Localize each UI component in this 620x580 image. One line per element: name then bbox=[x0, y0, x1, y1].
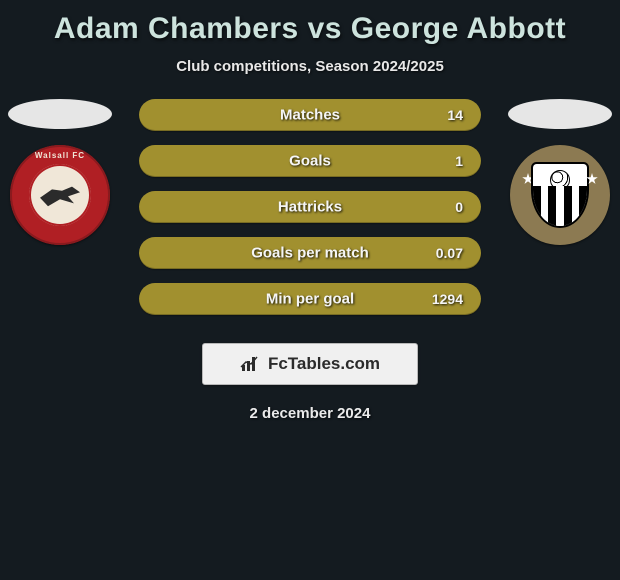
notts-county-badge bbox=[510, 145, 610, 245]
brand-box[interactable]: FcTables.com bbox=[202, 343, 418, 385]
stat-label: Matches bbox=[280, 107, 340, 124]
bar-chart-icon bbox=[240, 355, 262, 373]
comparison-content: Walsall FC Matches 14 Goals 1 Hattricks bbox=[0, 99, 620, 422]
stat-label: Goals bbox=[289, 153, 331, 170]
stat-value: 1294 bbox=[432, 291, 463, 307]
stat-bar-matches: Matches 14 bbox=[139, 99, 481, 131]
player-photo-placeholder-right bbox=[508, 99, 612, 129]
stat-bar-goals-per-match: Goals per match 0.07 bbox=[139, 237, 481, 269]
stat-bar-hattricks: Hattricks 0 bbox=[139, 191, 481, 223]
stat-value: 0.07 bbox=[436, 245, 463, 261]
stats-bars: Matches 14 Goals 1 Hattricks 0 Goals per… bbox=[139, 99, 481, 315]
stat-label: Goals per match bbox=[251, 245, 369, 262]
stat-value: 14 bbox=[447, 107, 463, 123]
club-badge-right bbox=[510, 145, 610, 245]
walsall-badge: Walsall FC bbox=[10, 145, 110, 245]
subtitle: Club competitions, Season 2024/2025 bbox=[0, 58, 620, 75]
stat-bar-goals: Goals 1 bbox=[139, 145, 481, 177]
generated-date: 2 december 2024 bbox=[0, 405, 620, 422]
stat-value: 0 bbox=[455, 199, 463, 215]
stat-value: 1 bbox=[455, 153, 463, 169]
stat-label: Min per goal bbox=[266, 291, 354, 308]
brand-text: FcTables.com bbox=[268, 354, 380, 374]
stat-label: Hattricks bbox=[278, 199, 342, 216]
page-title: Adam Chambers vs George Abbott bbox=[0, 0, 620, 46]
walsall-badge-inner bbox=[29, 164, 91, 226]
notts-shield bbox=[533, 164, 587, 226]
swift-icon bbox=[40, 181, 80, 209]
stat-bar-min-per-goal: Min per goal 1294 bbox=[139, 283, 481, 315]
stripes-icon bbox=[533, 186, 587, 226]
walsall-badge-text: Walsall FC bbox=[10, 151, 110, 160]
player-photo-placeholder-left bbox=[8, 99, 112, 129]
club-badge-left: Walsall FC bbox=[10, 145, 110, 245]
